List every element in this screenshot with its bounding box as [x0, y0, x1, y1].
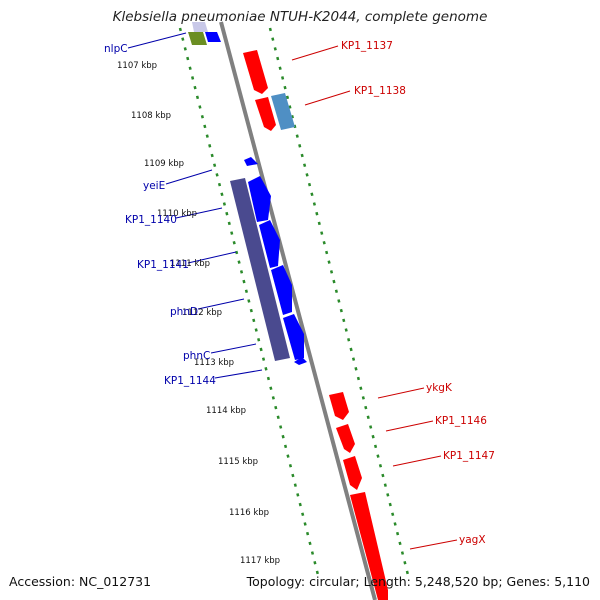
left-gene-label[interactable]: nlpC	[104, 43, 128, 55]
left-gene-labels: nlpC yeiE KP1_1140 KP1_1141 phnD phnC KP1_1144	[104, 43, 216, 387]
gene-kp1-1147[interactable]	[343, 456, 362, 490]
right-label-leader	[377, 387, 425, 399]
right-gene-label[interactable]: KP1_1138	[354, 85, 406, 97]
scale-tick-label: 1110 kbp	[157, 209, 197, 219]
gene-kp1-1140[interactable]	[248, 176, 271, 222]
left-label-leader	[165, 169, 213, 185]
left-label-leader	[175, 207, 223, 219]
left-label-leader	[214, 369, 263, 379]
scale-tick-label: 1117 kbp	[240, 556, 280, 566]
gene-nlpc-box[interactable]	[188, 32, 207, 45]
left-gene-label[interactable]: KP1_1144	[164, 375, 216, 387]
scale-tick-label: 1111 kbp	[170, 259, 210, 269]
scale-tick-label: 1112 kbp	[182, 308, 222, 318]
gene-yagx[interactable]	[350, 492, 388, 600]
gene-forward-small[interactable]	[205, 32, 221, 42]
left-label-leader	[210, 343, 257, 354]
scale-tick-label: 1109 kbp	[144, 159, 184, 169]
scale-tick-label: 1107 kbp	[117, 61, 157, 71]
right-gene-label[interactable]: KP1_1137	[341, 40, 393, 52]
left-gene-label[interactable]: KP1_1140	[125, 214, 177, 226]
left-gene-label[interactable]: yeiE	[143, 180, 165, 192]
right-gene-labels: KP1_1137 KP1_1138 ykgK KP1_1146 KP1_1147 yagX	[341, 40, 495, 546]
scale-tick-label: 1115 kbp	[218, 457, 258, 467]
right-gene-label[interactable]: KP1_1147	[443, 450, 495, 462]
gene-kp1-1141[interactable]	[259, 220, 280, 268]
genome-title: Klebsiella pneumoniae NTUH-K2044, comple…	[112, 9, 488, 25]
accession-text: Accession: NC_012731	[9, 574, 152, 589]
left-label-leader	[127, 32, 187, 49]
label-leaders	[127, 32, 458, 550]
genome-backbone	[219, 21, 377, 600]
gene-ykgk[interactable]	[329, 392, 349, 420]
scale-ticks: 1107 kbp 1108 kbp 1109 kbp 1110 kbp 1111 kbp…	[117, 61, 280, 566]
right-label-leader	[291, 45, 339, 61]
gene-kp1-1144[interactable]	[294, 357, 307, 365]
scale-tick-label: 1116 kbp	[229, 508, 269, 518]
gene-kp1-1146[interactable]	[336, 424, 355, 453]
left-label-leader	[197, 298, 245, 310]
right-ruler-line	[268, 27, 410, 576]
gene-phnc[interactable]	[283, 314, 304, 360]
right-label-leader	[385, 420, 434, 432]
gene-nlpc-cap[interactable]	[192, 22, 208, 32]
scale-tick-label: 1113 kbp	[194, 358, 234, 368]
left-ruler	[178, 27, 320, 576]
gene-kp1-1138-b[interactable]	[271, 93, 295, 130]
right-gene-label[interactable]: ykgK	[426, 382, 453, 394]
scale-tick-label: 1114 kbp	[206, 406, 246, 416]
right-gene-label[interactable]: KP1_1146	[435, 415, 487, 427]
right-ruler	[268, 27, 410, 576]
left-gene-label[interactable]: KP1_1141	[137, 259, 189, 271]
right-label-leader	[392, 455, 442, 467]
gene-purple-block[interactable]	[230, 178, 290, 361]
gene-yeie[interactable]	[244, 157, 258, 166]
gene-kp1-1138-a[interactable]	[255, 97, 276, 131]
left-gene-label[interactable]: phnD	[170, 306, 198, 318]
gene-features[interactable]	[188, 22, 388, 600]
left-label-leader	[187, 251, 237, 264]
scale-tick-label: 1108 kbp	[131, 111, 171, 121]
right-gene-label[interactable]: yagX	[459, 534, 486, 546]
genome-summary: Topology: circular; Length: 5,248,520 bp…	[246, 574, 590, 589]
gene-kp1-1137[interactable]	[243, 50, 268, 94]
gene-phnd[interactable]	[271, 265, 292, 315]
right-label-leader	[304, 90, 351, 106]
right-label-leader	[409, 539, 458, 550]
left-ruler-line	[178, 27, 320, 576]
left-gene-label[interactable]: phnC	[183, 350, 210, 362]
